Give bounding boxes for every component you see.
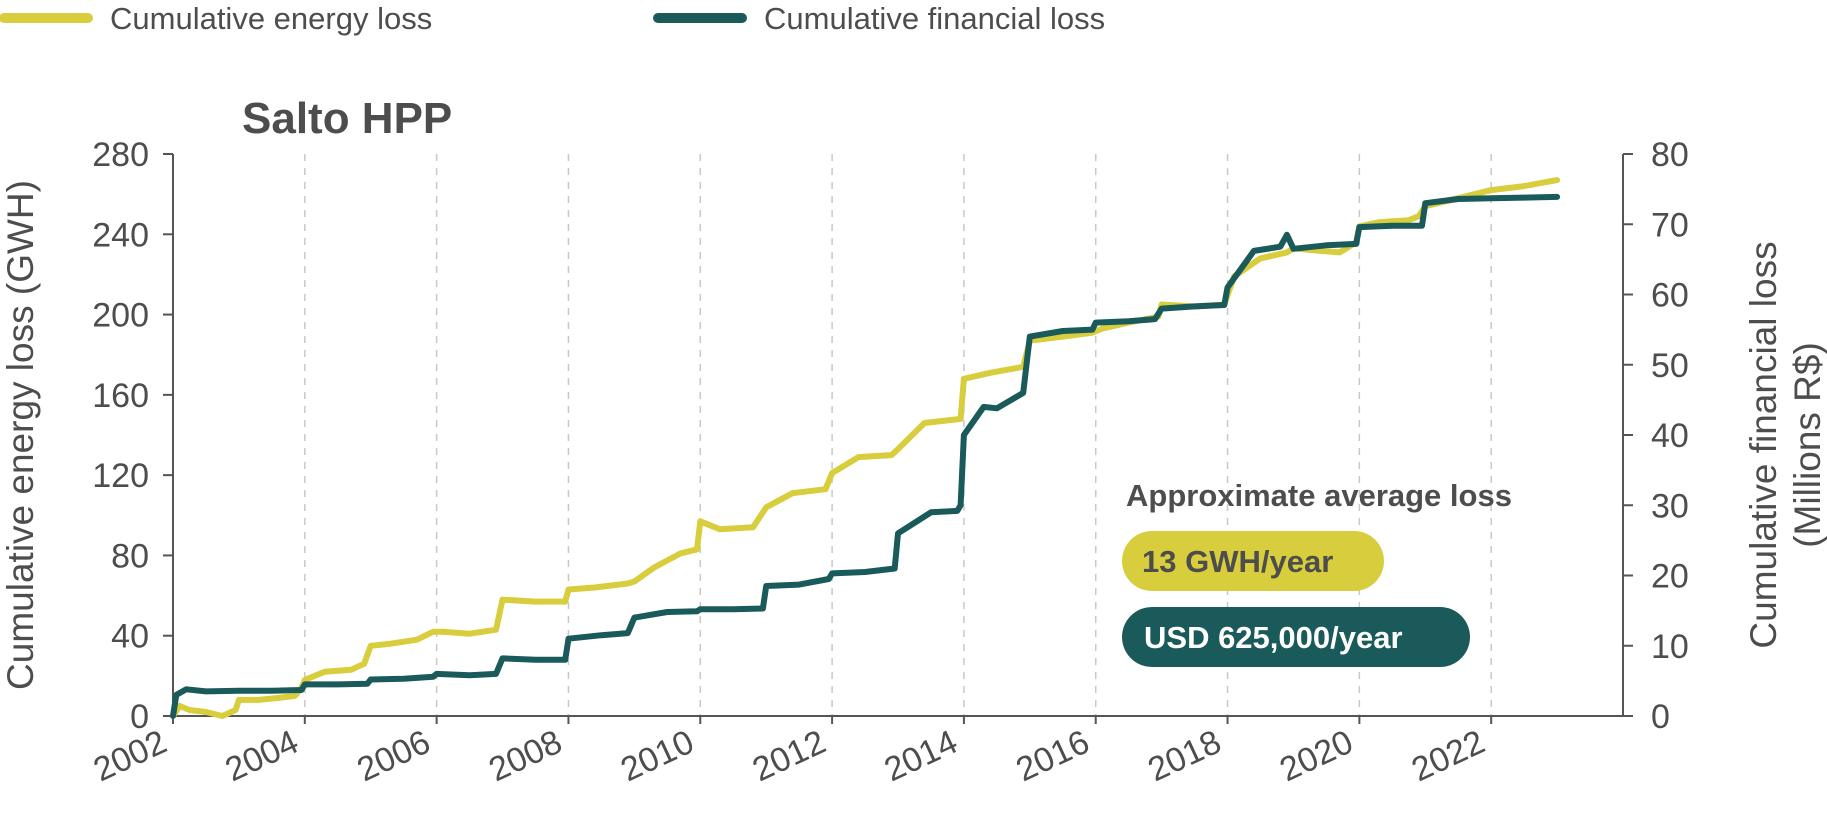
y2-tick-label-40: 40 — [1651, 417, 1689, 455]
legend-label-energy: Cumulative energy loss — [110, 1, 432, 36]
x-tick-label-2006: 2006 — [351, 723, 436, 789]
chart-title: Salto HPP — [242, 94, 452, 143]
y2-tick-label-0: 0 — [1651, 698, 1670, 736]
y2-tick-label-30: 30 — [1651, 487, 1689, 525]
annotation-title: Approximate average loss — [1126, 478, 1512, 513]
y2-tick-labels: 0 10 20 30 40 50 60 70 80 — [1651, 136, 1689, 736]
y-axis-title: Cumulative energy loss (GWH) — [0, 180, 41, 690]
y2-tick-label-80: 80 — [1651, 136, 1689, 174]
legend: Cumulative energy loss Cumulative financ… — [0, 1, 1105, 36]
y-tick-label-0: 0 — [130, 698, 149, 736]
y2-tick-label-70: 70 — [1651, 206, 1689, 244]
y-tick-label-80: 80 — [111, 537, 149, 575]
x-tick-label-2016: 2016 — [1010, 723, 1095, 789]
y-tick-label-280: 280 — [92, 136, 149, 174]
energy-pill-label: 13 GWH/year — [1142, 544, 1333, 579]
average-loss-annotation: Approximate average loss 13 GWH/year USD… — [1122, 478, 1512, 667]
financial-pill-label: USD 625,000/year — [1144, 620, 1403, 655]
y-tick-label-160: 160 — [92, 377, 149, 415]
y2-tick-label-50: 50 — [1651, 347, 1689, 385]
y2-axis-title-line1: Cumulative financial loss — [1743, 241, 1784, 648]
y-tick-label-200: 200 — [92, 297, 149, 335]
y2-tick-label-60: 60 — [1651, 277, 1689, 315]
x-tick-label-2004: 2004 — [220, 723, 305, 789]
x-tick-label-2008: 2008 — [483, 723, 568, 789]
y2-tick-label-20: 20 — [1651, 558, 1689, 596]
energy-pill — [1122, 531, 1384, 591]
y-tick-label-240: 240 — [92, 216, 149, 254]
y-tick-label-120: 120 — [92, 457, 149, 495]
y-tick-labels: 0 40 80 120 160 200 240 280 — [92, 136, 149, 736]
financial-pill — [1122, 607, 1470, 667]
axes — [163, 153, 1633, 724]
x-tick-label-2022: 2022 — [1406, 723, 1491, 789]
y2-tick-label-10: 10 — [1651, 628, 1689, 666]
x-tick-label-2014: 2014 — [879, 723, 964, 789]
x-tick-label-2018: 2018 — [1142, 723, 1227, 789]
x-tick-label-2012: 2012 — [747, 723, 832, 789]
x-tick-labels: 2002 2004 2006 2008 2010 2012 2014 2016 2018 2020… — [88, 723, 1491, 789]
x-tick-label-2010: 2010 — [615, 723, 700, 789]
y-tick-label-40: 40 — [111, 618, 149, 656]
legend-label-financial: Cumulative financial loss — [764, 1, 1105, 36]
y2-axis-title-line2: (Millions R$) — [1787, 342, 1827, 548]
financial-loss-line — [170, 193, 1561, 719]
x-tick-label-2020: 2020 — [1274, 723, 1359, 789]
series-lines — [170, 177, 1561, 719]
